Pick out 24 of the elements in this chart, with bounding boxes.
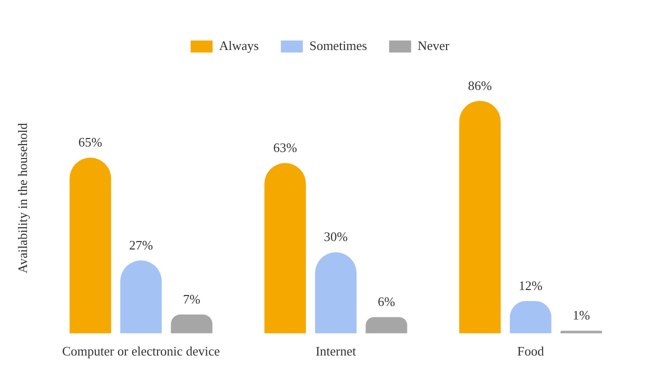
bar <box>366 317 408 334</box>
bar <box>459 100 501 334</box>
legend-label: Sometimes <box>309 38 368 53</box>
data-label: 7% <box>182 291 200 306</box>
bar <box>170 314 212 334</box>
data-label: 6% <box>378 294 396 310</box>
data-label: 63% <box>273 140 298 155</box>
data-label: 1% <box>572 308 590 323</box>
data-label: 86% <box>468 78 492 93</box>
legend-label: Never <box>418 38 450 53</box>
data-label: 12% <box>518 278 543 293</box>
legend-label: Always <box>219 38 259 53</box>
data-label: 27% <box>129 237 154 252</box>
bar <box>560 330 602 334</box>
x-tick-label: Internet <box>316 344 356 359</box>
x-tick-label: Computer or electronic device <box>62 344 220 359</box>
y-axis-title: Availability in the household <box>15 122 30 274</box>
bar <box>120 260 162 334</box>
x-tick-label: Food <box>517 344 544 359</box>
bar <box>315 252 357 334</box>
data-label: 65% <box>78 134 102 150</box>
bar <box>70 158 112 334</box>
data-label: 30% <box>324 229 348 244</box>
bar <box>264 163 306 334</box>
